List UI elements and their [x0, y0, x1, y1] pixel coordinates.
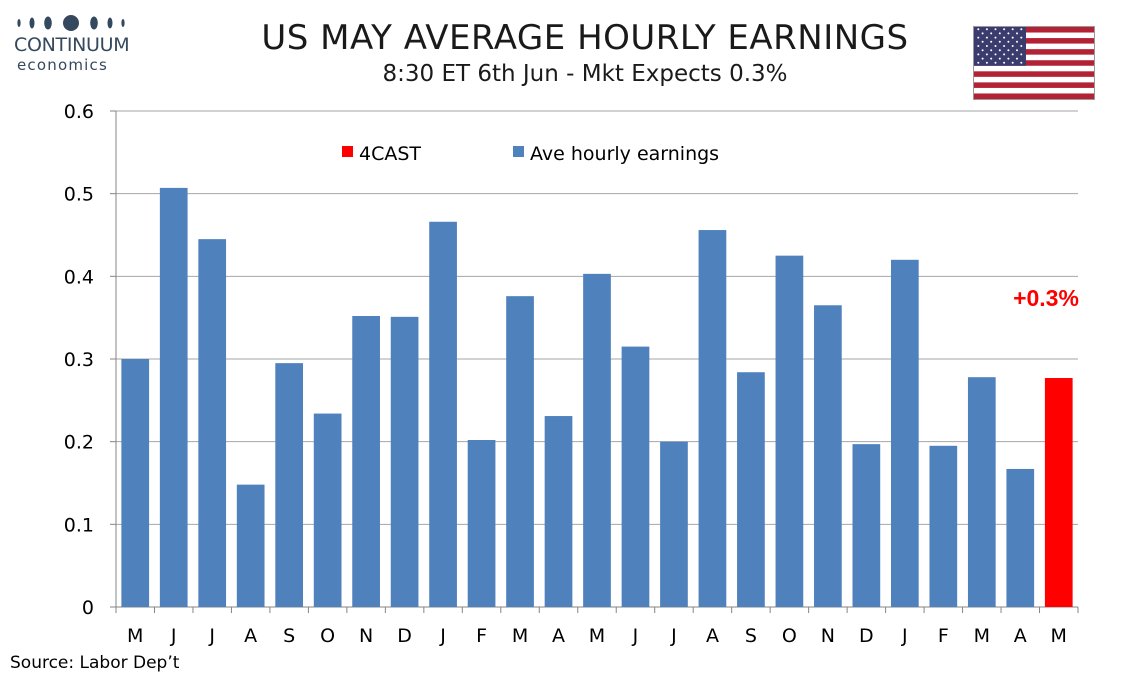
earnings-bar [852, 444, 881, 607]
x-tick-label: O [782, 625, 797, 647]
x-tick-label: J [170, 625, 177, 647]
x-tick-label: J [439, 625, 446, 647]
x-tick-label: S [745, 625, 757, 647]
x-tick-label: A [1014, 625, 1027, 647]
logo-word-continuum: CONTINUUM [14, 34, 130, 56]
x-tick-label: O [320, 625, 335, 647]
us-flag-icon [973, 26, 1095, 100]
x-tick-label: M [974, 625, 990, 647]
logo-dots-icon [17, 15, 125, 31]
forecast-bar [1044, 378, 1073, 607]
x-tick-label: N [821, 625, 835, 647]
x-tick-label: S [283, 625, 295, 647]
x-tick-label: J [208, 625, 215, 647]
x-tick-label: D [859, 625, 874, 647]
x-tick-label: A [706, 625, 719, 647]
source-note: Source: Labor Dep’t [10, 653, 180, 673]
continuum-economics-logo: CONTINUUM economics [12, 14, 137, 76]
earnings-bar [121, 359, 150, 607]
chart-subtitle: 8:30 ET 6th Jun - Mkt Expects 0.3% [382, 61, 788, 87]
tick-labels: 0 0.1 0.2 0.3 0.4 0.5 0.6 M J J A S O N D J F M A M J J A S O N D J… [64, 101, 1067, 647]
x-tick-label: A [244, 625, 257, 647]
earnings-bar [698, 230, 727, 608]
x-tick-label: J [670, 625, 677, 647]
chart-title: US MAY AVERAGE HOURLY EARNINGS [261, 18, 909, 58]
earnings-bar [890, 259, 919, 607]
earnings-bar [159, 187, 188, 607]
earnings-bar [198, 239, 227, 607]
x-tick-label: A [552, 625, 565, 647]
earnings-bar [390, 316, 419, 607]
earnings-bar [967, 377, 996, 607]
earnings-bar [660, 441, 688, 607]
legend-label: 4CAST [359, 143, 421, 165]
y-tick-label: 0.6 [64, 101, 94, 123]
x-tick-label: M [589, 625, 605, 647]
earnings-bar [544, 416, 573, 607]
x-tick-label: M [512, 625, 528, 647]
earnings-bar [1006, 468, 1035, 607]
earnings-bar [583, 273, 611, 607]
legend-swatch [513, 146, 524, 157]
bars [121, 187, 1073, 608]
earnings-bar [621, 346, 650, 607]
earnings-bar [236, 484, 265, 607]
earnings-bar [313, 413, 342, 607]
legend: 4CAST Ave hourly earnings [342, 143, 719, 165]
x-tick-label: M [127, 625, 143, 647]
earnings-bar [275, 363, 304, 607]
x-tick-label: J [901, 625, 908, 647]
x-tick-label: N [359, 625, 373, 647]
earnings-bar [506, 296, 534, 607]
earnings-bar [737, 372, 765, 607]
earnings-bar [352, 316, 380, 607]
earnings-bar [929, 445, 958, 607]
x-tick-label: F [938, 625, 949, 647]
earnings-bar [775, 255, 804, 607]
y-tick-label: 0.4 [64, 266, 94, 288]
y-tick-label: 0 [82, 597, 94, 619]
y-tick-label: 0.1 [64, 514, 94, 536]
earnings-bar [814, 305, 842, 607]
earnings-bar [467, 440, 496, 607]
y-tick-label: 0.2 [64, 432, 94, 454]
y-tick-label: 0.5 [64, 184, 94, 206]
logo-word-economics: economics [17, 56, 108, 74]
earnings-bar [429, 221, 457, 608]
x-tick-label: M [1051, 625, 1067, 647]
y-tick-label: 0.3 [64, 349, 94, 371]
legend-swatch [342, 146, 353, 157]
x-tick-label: D [397, 625, 412, 647]
x-tick-label: F [476, 625, 487, 647]
x-tick-label: J [632, 625, 639, 647]
legend-label: Ave hourly earnings [530, 143, 719, 165]
forecast-annotation: +0.3% [1013, 285, 1079, 311]
